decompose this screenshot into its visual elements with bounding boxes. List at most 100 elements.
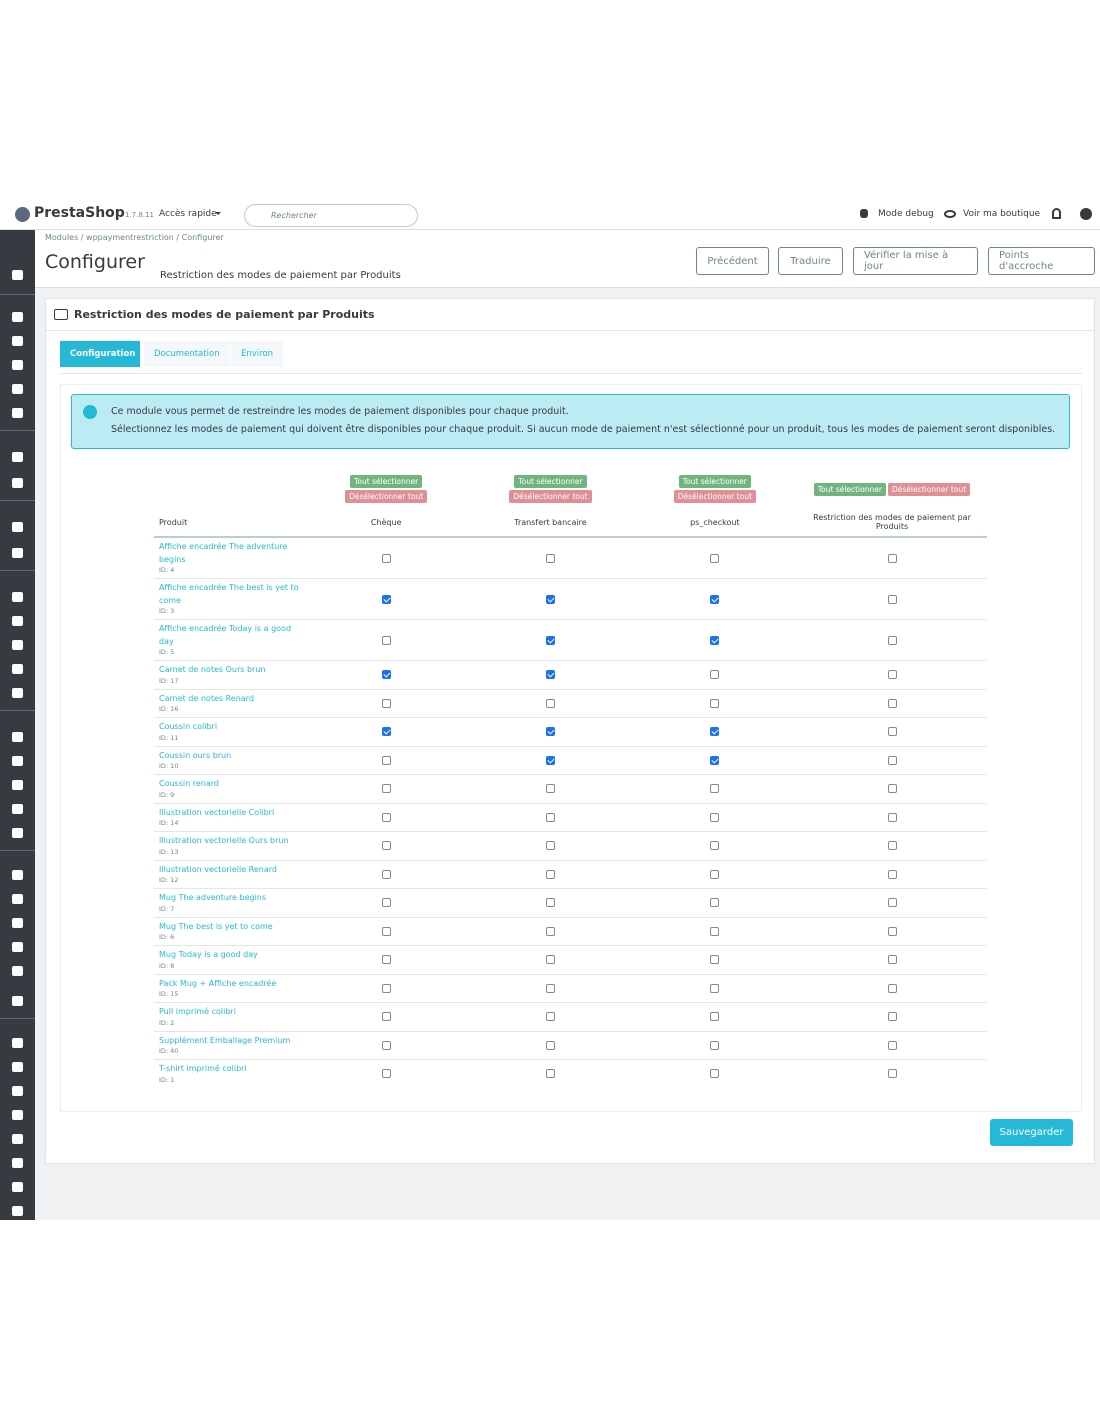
toolbar-button[interactable]: Points d'accroche	[988, 247, 1095, 275]
checkbox[interactable]	[710, 594, 720, 604]
nav-icon[interactable]	[12, 360, 23, 370]
nav-icon[interactable]	[12, 592, 23, 602]
checkbox[interactable]	[887, 869, 897, 879]
checkbox[interactable]	[710, 1069, 720, 1079]
nav-icon[interactable]	[12, 942, 23, 952]
logo[interactable]: PrestaShop	[34, 205, 125, 221]
checkbox[interactable]	[887, 841, 897, 851]
checkbox[interactable]	[545, 635, 555, 645]
checkbox[interactable]	[710, 670, 720, 680]
nav-icon[interactable]	[12, 408, 23, 418]
checkbox[interactable]	[545, 812, 555, 822]
checkbox[interactable]	[710, 635, 720, 645]
crumb[interactable]: Modules	[45, 233, 79, 242]
product-link[interactable]: Affiche encadrée Today is a good day	[159, 624, 292, 646]
checkbox[interactable]	[545, 698, 555, 708]
checkbox[interactable]	[887, 698, 897, 708]
checkbox[interactable]	[545, 755, 555, 765]
checkbox[interactable]	[545, 784, 555, 794]
checkbox[interactable]	[710, 926, 720, 936]
product-link[interactable]: Carnet de notes Ours brun	[159, 665, 266, 674]
nav-icon[interactable]	[12, 1182, 23, 1192]
nav-icon[interactable]	[12, 870, 23, 880]
checkbox[interactable]	[887, 784, 897, 794]
checkbox[interactable]	[887, 898, 897, 908]
checkbox[interactable]	[381, 898, 391, 908]
checkbox[interactable]	[710, 983, 720, 993]
select-all[interactable]: Tout sélectionner	[678, 475, 751, 488]
nav-icon[interactable]	[12, 616, 23, 626]
nav-icon[interactable]	[12, 966, 23, 976]
checkbox[interactable]	[381, 1069, 391, 1079]
checkbox[interactable]	[887, 553, 897, 563]
nav-icon[interactable]	[12, 452, 23, 462]
checkbox[interactable]	[710, 698, 720, 708]
checkbox[interactable]	[545, 898, 555, 908]
crumb[interactable]: wppaymentrestriction	[86, 233, 174, 242]
checkbox[interactable]	[710, 755, 720, 765]
checkbox[interactable]	[710, 841, 720, 851]
checkbox[interactable]	[381, 983, 391, 993]
toolbar-button[interactable]: Précédent	[696, 247, 769, 275]
checkbox[interactable]	[381, 670, 391, 680]
checkbox[interactable]	[887, 755, 897, 765]
nav-icon[interactable]	[12, 756, 23, 766]
checkbox[interactable]	[887, 594, 897, 604]
product-link[interactable]: Pull imprimé colibri	[159, 1007, 236, 1016]
checkbox[interactable]	[545, 869, 555, 879]
product-link[interactable]: Mug Today is a good day	[159, 950, 258, 959]
product-link[interactable]: Coussin colibri	[159, 722, 218, 731]
checkbox[interactable]	[887, 1012, 897, 1022]
checkbox[interactable]	[887, 983, 897, 993]
checkbox[interactable]	[710, 1040, 720, 1050]
checkbox[interactable]	[545, 1069, 555, 1079]
checkbox[interactable]	[887, 955, 897, 965]
checkbox[interactable]	[887, 670, 897, 680]
quick-access[interactable]: Accès rapide	[159, 209, 217, 219]
nav-icon[interactable]	[12, 312, 23, 322]
nav-icon[interactable]	[12, 478, 23, 488]
nav-icon[interactable]	[12, 640, 23, 650]
checkbox[interactable]	[887, 635, 897, 645]
checkbox[interactable]	[545, 926, 555, 936]
nav-icon[interactable]	[12, 996, 23, 1006]
nav-icon[interactable]	[12, 1134, 23, 1144]
checkbox[interactable]	[545, 1012, 555, 1022]
checkbox[interactable]	[545, 727, 555, 737]
nav-icon[interactable]	[12, 688, 23, 698]
save-button[interactable]: Sauvegarder	[990, 1119, 1073, 1146]
product-link[interactable]: Mug The adventure begins	[159, 893, 267, 902]
deselect-all[interactable]: Désélectionner tout	[887, 482, 971, 496]
nav-icon[interactable]	[12, 1158, 23, 1168]
toolbar-button[interactable]: Vérifier la mise à jour	[853, 247, 978, 275]
nav-icon[interactable]	[12, 1206, 23, 1216]
search[interactable]: Rechercher	[244, 204, 418, 227]
nav-icon[interactable]	[12, 522, 23, 532]
nav-icon[interactable]	[12, 548, 23, 558]
checkbox[interactable]	[545, 1040, 555, 1050]
nav-icon[interactable]	[12, 1086, 23, 1096]
checkbox[interactable]	[545, 594, 555, 604]
checkbox[interactable]	[710, 727, 720, 737]
nav-icon[interactable]	[12, 336, 23, 346]
bell[interactable]	[1052, 208, 1061, 219]
nav-icon[interactable]	[12, 894, 23, 904]
nav-icon[interactable]	[12, 384, 23, 394]
checkbox[interactable]	[887, 812, 897, 822]
product-link[interactable]: Illustration vectorielle Colibri	[159, 807, 275, 817]
nav-icon[interactable]	[12, 828, 23, 838]
checkbox[interactable]	[887, 1069, 897, 1079]
select-all[interactable]: Tout sélectionner	[514, 475, 587, 488]
checkbox[interactable]	[381, 1040, 391, 1050]
nav-icon[interactable]	[12, 732, 23, 742]
nav-icon[interactable]	[12, 1110, 23, 1120]
checkbox[interactable]	[381, 841, 391, 851]
checkbox[interactable]	[887, 926, 897, 936]
checkbox[interactable]	[545, 670, 555, 680]
checkbox[interactable]	[381, 698, 391, 708]
checkbox[interactable]	[381, 955, 391, 965]
shop[interactable]: Voir ma boutique	[963, 209, 1041, 219]
product-link[interactable]: Affiche encadrée The best is yet to come	[159, 583, 299, 605]
account[interactable]	[1080, 208, 1092, 220]
checkbox[interactable]	[710, 1012, 720, 1022]
